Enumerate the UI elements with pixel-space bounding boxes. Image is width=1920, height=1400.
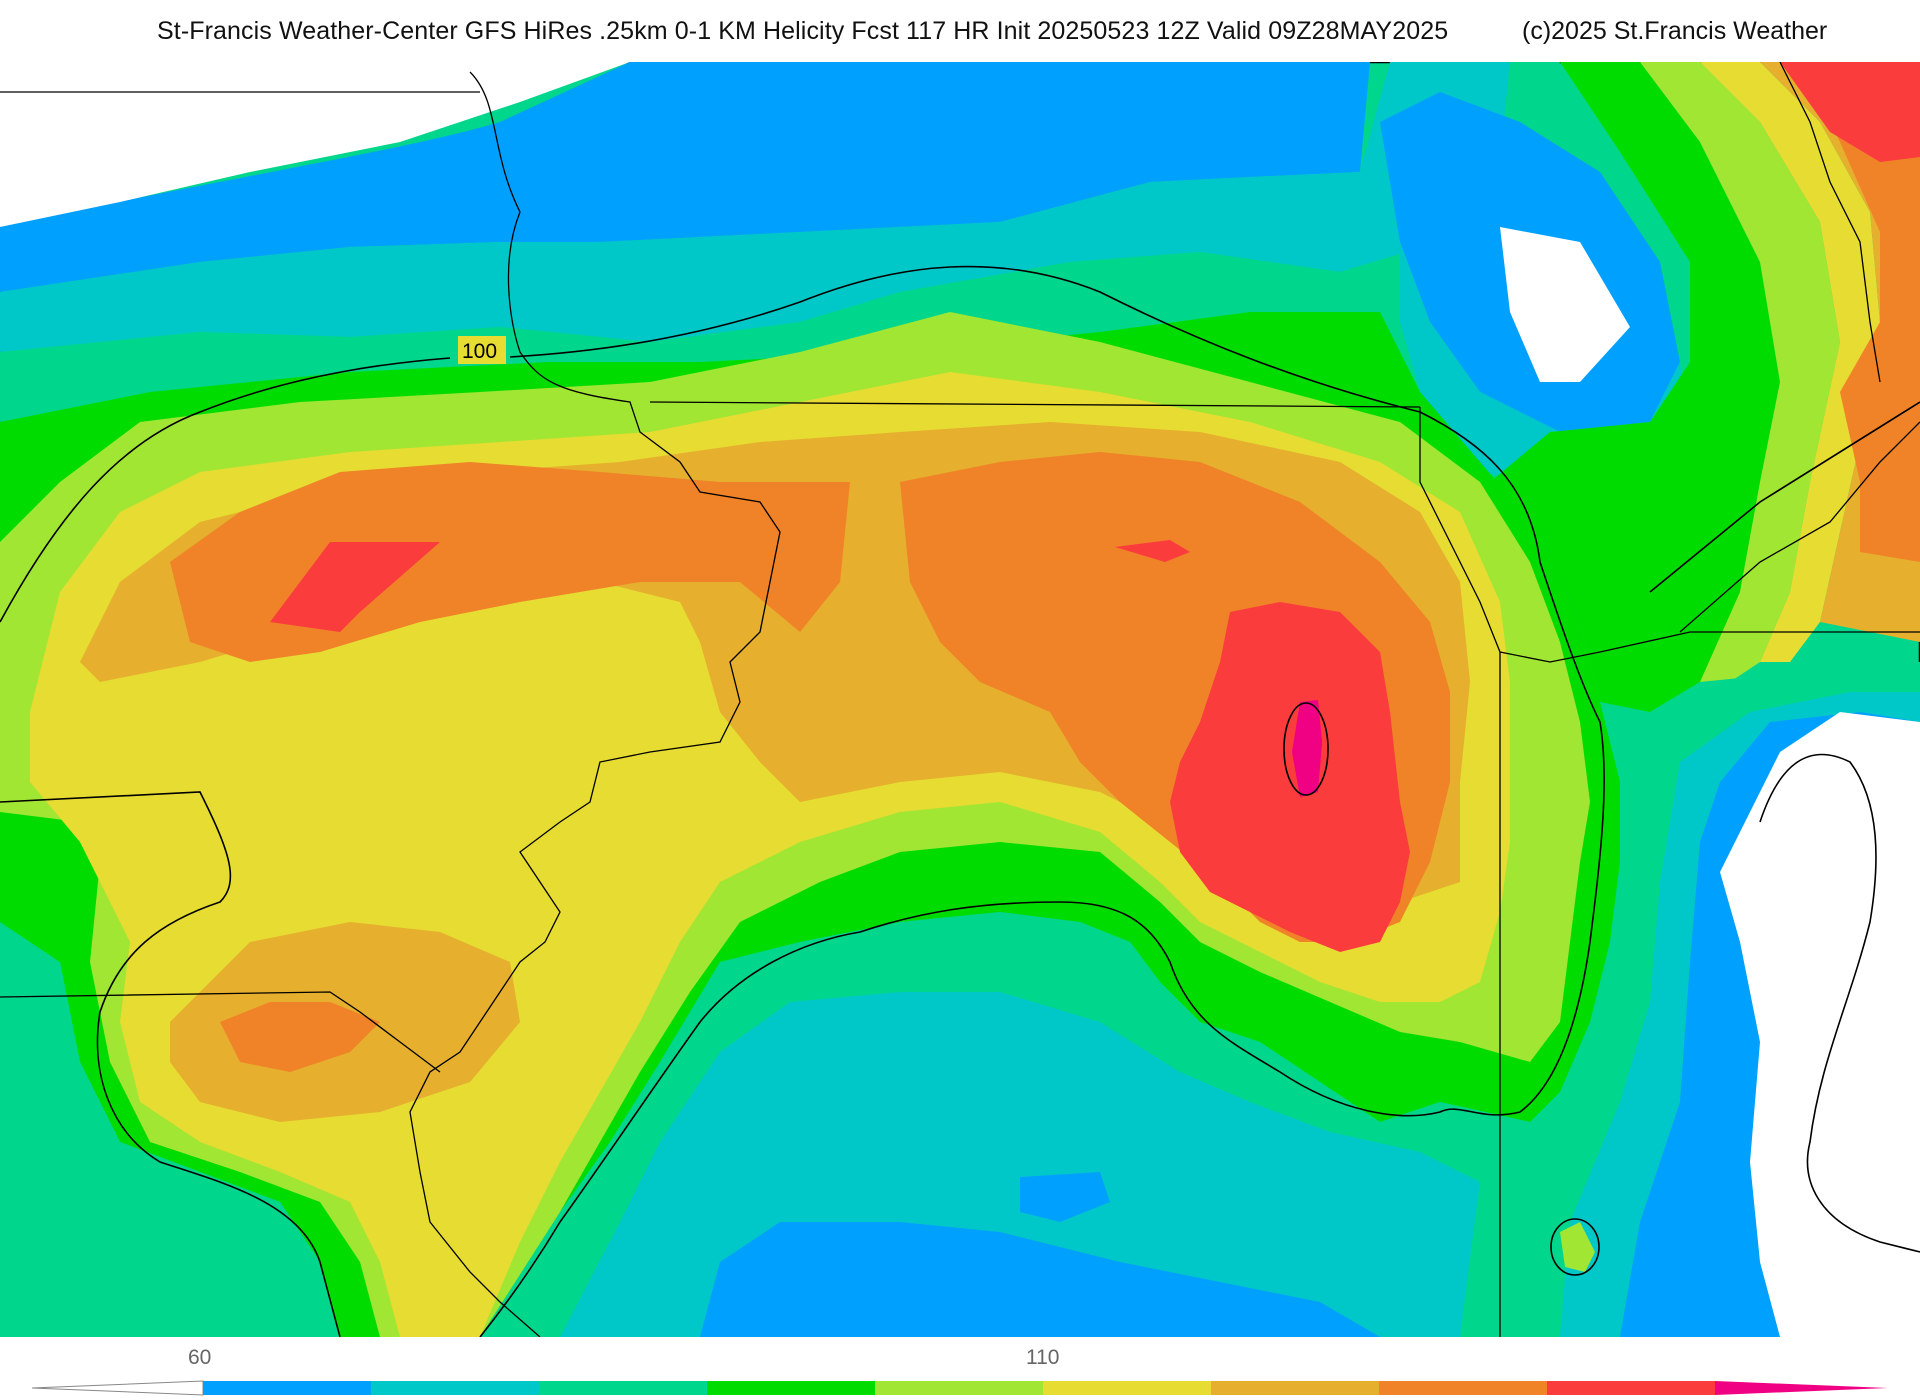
band-magenta-peak: [1292, 700, 1322, 797]
colorbar-bin-4: [707, 1381, 875, 1395]
band-red-west: [270, 542, 440, 632]
band-lime-northeast: [1640, 62, 1840, 682]
contour-label-100: 100: [462, 340, 497, 363]
colorbar-bin-2: [371, 1381, 539, 1395]
colorbar: 60 110: [0, 1337, 1920, 1400]
colorbar-bin-3: [539, 1381, 707, 1395]
state-borders: [0, 62, 1920, 1337]
band-red-east: [1170, 602, 1410, 952]
band-red-northeast: [1780, 62, 1920, 162]
copyright-label: (c)2025 St.Francis Weather: [1522, 17, 1828, 45]
band-teal-southwest: [0, 922, 340, 1337]
band-blue-south-small: [1020, 1172, 1110, 1222]
area-white-northeast: [1500, 227, 1630, 382]
band-blue-south: [700, 1222, 1380, 1337]
title-bar: St-Francis Weather-Center GFS HiRes .25k…: [0, 0, 1920, 62]
band-yellow-northeast: [1700, 62, 1880, 662]
chart-title: St-Francis Weather-Center GFS HiRes .25k…: [157, 17, 1449, 45]
colorbar-bin-7: [1211, 1381, 1379, 1395]
band-lime-southeast-spot: [1560, 1222, 1595, 1272]
colorbar-bin-9: [1547, 1381, 1715, 1395]
colorbar-bin-5: [875, 1381, 1043, 1395]
band-blue-north: [0, 62, 1370, 292]
band-blue-north-teal: [0, 62, 1560, 422]
contour-label-bg: [458, 336, 506, 364]
area-white-northwest: [0, 62, 630, 227]
colorbar-bin-1: [203, 1381, 371, 1395]
helicity-map: 100: [0, 62, 1920, 1337]
area-white-southeast: [1720, 712, 1920, 1337]
band-orange-southwest: [220, 1002, 380, 1072]
colorbar-arrow-high: [1715, 1381, 1888, 1395]
colorbar-bin-8: [1379, 1381, 1547, 1395]
contour-100: [0, 265, 1920, 1337]
band-orange-northeast: [1800, 62, 1920, 562]
band-green-northeast: [1490, 62, 1780, 712]
colorbar-arrow-low: [31, 1380, 204, 1396]
band-red-east-small: [1115, 540, 1190, 562]
band-blue-north-cyan: [0, 62, 1510, 352]
colorbar-tick-60: 60: [188, 1346, 212, 1369]
colorbar-tick-110: 110: [1026, 1346, 1060, 1369]
colorbar-bin-6: [1043, 1381, 1211, 1395]
